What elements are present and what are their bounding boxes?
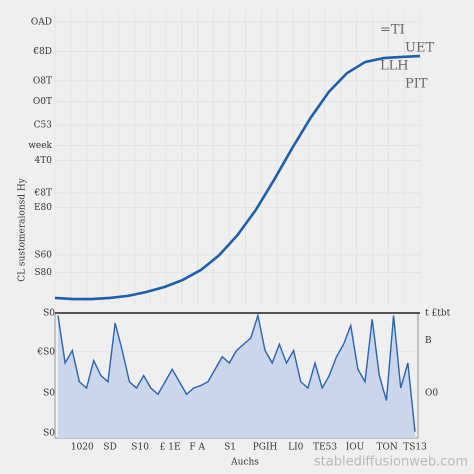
- x-tick-label: IOU: [346, 443, 365, 453]
- y-tick-label: C53: [34, 121, 53, 131]
- x-tick-label: LI0: [288, 443, 304, 453]
- x-tick-label: £ 1E: [160, 443, 181, 453]
- y-tick-label: O0T: [33, 97, 52, 107]
- x-tick-label: 1020: [71, 443, 94, 453]
- legend-text: =TI: [380, 23, 405, 38]
- x-tick-label: SD: [103, 443, 116, 453]
- y-tick-label: S0: [43, 309, 55, 319]
- x-tick-label: PGIH: [253, 443, 278, 453]
- x-tick-label: TE53: [313, 443, 337, 453]
- y-tick-label: O8T: [33, 76, 52, 86]
- y-tick-label: E80: [34, 203, 52, 213]
- watermark: stablediffusionweb.com: [314, 455, 468, 470]
- x-tick-label: S10: [131, 443, 149, 453]
- y-tick-label: €S0: [36, 347, 55, 357]
- y-axis-title: CL sustomeraionsd Hy: [18, 177, 28, 282]
- y-tick-label: 4T0: [35, 156, 53, 166]
- y2-tick-label: O0: [425, 389, 438, 399]
- x-tick-label: TS13: [403, 443, 427, 453]
- y-tick-label: S80: [34, 268, 52, 278]
- legend-text: LLH: [380, 59, 409, 74]
- x-axis-title: Auchs: [230, 458, 259, 468]
- y-tick-label: S0: [43, 429, 55, 439]
- x-tick-label: S1: [224, 443, 236, 453]
- y-tick-label: S60: [34, 250, 52, 260]
- area: [58, 315, 415, 438]
- x-tick-label: F A: [189, 443, 205, 453]
- y-tick-label: week: [28, 141, 52, 151]
- y-tick-label: €8D: [32, 47, 52, 57]
- x-tick-label: TON: [377, 443, 398, 453]
- y-tick-label: OAD: [31, 17, 52, 27]
- legend-text: PIT: [405, 77, 428, 92]
- legend-text: UET: [405, 41, 434, 56]
- y-tick-label: €8T: [34, 188, 52, 198]
- y2-tick-label: B: [425, 336, 432, 346]
- y-tick-label: S0: [43, 389, 55, 399]
- line: [54, 54, 421, 301]
- line: [57, 312, 416, 432]
- y2-tick-label: t £tbt: [425, 309, 451, 319]
